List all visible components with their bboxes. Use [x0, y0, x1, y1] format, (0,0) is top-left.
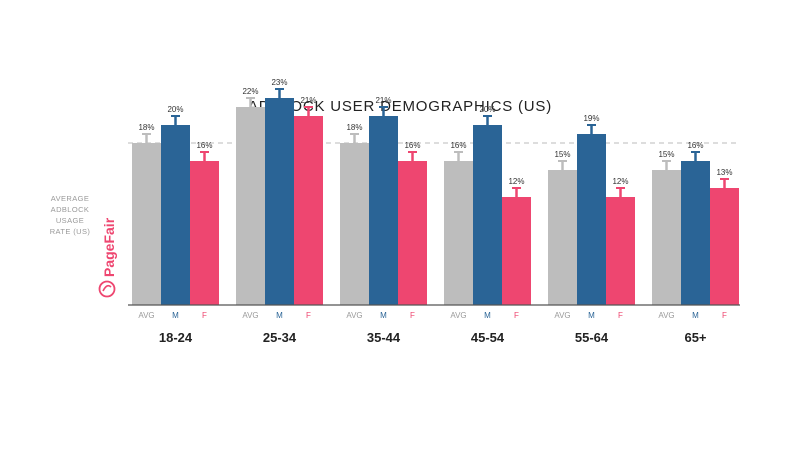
series-label: AVG	[658, 311, 674, 320]
value-label: 13%	[716, 168, 732, 177]
category-label: 18-24	[159, 330, 193, 345]
bar	[369, 116, 398, 305]
value-label: 21%	[375, 96, 391, 105]
value-label: 15%	[554, 150, 570, 159]
bar	[294, 116, 323, 305]
value-label: 23%	[271, 78, 287, 87]
value-label: 12%	[612, 177, 628, 186]
value-label: 16%	[687, 141, 703, 150]
pagefair-logo-text: PageFair	[101, 217, 117, 277]
bar	[444, 161, 473, 305]
value-label: 20%	[167, 105, 183, 114]
bar-group: 15% AVG 19% M 12% F 55-64	[548, 114, 635, 345]
reference-label-line: ADBLOCK	[51, 205, 90, 214]
reference-line-label: AVERAGE ADBLOCK USAGE RATE (US)	[50, 194, 91, 236]
bar-group: 22% AVG 23% M 21% F 25-34	[236, 78, 323, 345]
series-label: M	[380, 311, 387, 320]
value-label: 18%	[346, 123, 362, 132]
bar	[681, 161, 710, 305]
series-label: F	[618, 311, 623, 320]
series-label: M	[692, 311, 699, 320]
bar	[502, 197, 531, 305]
series-label: AVG	[346, 311, 362, 320]
bar-group: 18% AVG 21% M 16% F 35-44	[340, 96, 427, 345]
value-label: 16%	[404, 141, 420, 150]
value-label: 22%	[242, 87, 258, 96]
bar	[473, 125, 502, 305]
reference-label-line: USAGE	[56, 216, 84, 225]
pagefair-logo-icon	[98, 280, 116, 298]
value-label: 16%	[450, 141, 466, 150]
series-label: M	[276, 311, 283, 320]
value-label: 15%	[658, 150, 674, 159]
series-label: F	[410, 311, 415, 320]
bar	[161, 125, 190, 305]
category-label: 45-54	[471, 330, 505, 345]
bar	[652, 170, 681, 305]
series-label: F	[202, 311, 207, 320]
category-label: 25-34	[263, 330, 297, 345]
series-label: F	[514, 311, 519, 320]
bar	[710, 188, 739, 305]
bar	[132, 143, 161, 305]
bar-group: 16% AVG 20% M 12% F 45-54	[444, 105, 531, 345]
value-label: 16%	[196, 141, 212, 150]
pagefair-logo: PageFair	[98, 217, 117, 298]
bar	[265, 98, 294, 305]
series-label: F	[722, 311, 727, 320]
bar-group: 18% AVG 20% M 16% F 18-24	[132, 105, 219, 345]
bar	[606, 197, 635, 305]
bar	[577, 134, 606, 305]
series-label: F	[306, 311, 311, 320]
bar	[190, 161, 219, 305]
bars-layer: 18% AVG 20% M 16% F 18-24 22% AVG 23% M 21% F 25-34 18…	[132, 78, 739, 345]
reference-label-line: AVERAGE	[51, 194, 90, 203]
reference-label-line: RATE (US)	[50, 227, 91, 236]
series-label: AVG	[450, 311, 466, 320]
value-label: 18%	[138, 123, 154, 132]
series-label: M	[172, 311, 179, 320]
bar	[548, 170, 577, 305]
bar	[398, 161, 427, 305]
chart-title: ADBLOCK USER DEMOGRAPHICS (US)	[248, 98, 552, 115]
series-label: M	[588, 311, 595, 320]
category-label: 65+	[684, 330, 706, 345]
category-label: 55-64	[575, 330, 609, 345]
value-label: 20%	[479, 105, 495, 114]
value-label: 21%	[300, 96, 316, 105]
bar-group: 15% AVG 16% M 13% F 65+	[652, 141, 739, 345]
bar	[340, 143, 369, 305]
value-label: 19%	[583, 114, 599, 123]
bar	[236, 107, 265, 305]
value-label: 12%	[508, 177, 524, 186]
series-label: M	[484, 311, 491, 320]
series-label: AVG	[242, 311, 258, 320]
category-label: 35-44	[367, 330, 401, 345]
series-label: AVG	[554, 311, 570, 320]
series-label: AVG	[138, 311, 154, 320]
